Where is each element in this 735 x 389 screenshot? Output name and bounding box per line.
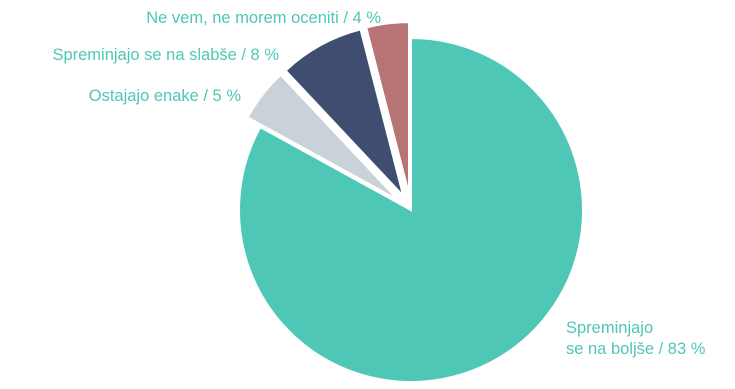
pie-slice-dont-know xyxy=(365,21,410,195)
slice-label-dont-know: Ne vem, ne morem oceniti / 4 % xyxy=(146,8,381,29)
slice-label-dont-know-line-1: Ne vem, ne morem oceniti / 4 % xyxy=(146,9,381,27)
slice-label-worse-line-1: Spreminjajo se na slabše / 8 % xyxy=(52,46,279,64)
pie-slice-worse xyxy=(284,28,405,197)
slice-label-better: Spreminjajo se na boljše / 83 % xyxy=(566,318,705,360)
slice-label-same-line-1: Ostajajo enake / 5 % xyxy=(88,87,241,105)
slice-label-better-line-2: se na boljše / 83 % xyxy=(566,340,706,358)
slice-label-worse: Spreminjajo se na slabše / 8 % xyxy=(52,45,279,66)
slice-label-same: Ostajajo enake / 5 % xyxy=(89,86,241,107)
slice-label-better-line-1: Spreminjajo xyxy=(566,319,654,337)
pie-slice-same xyxy=(246,73,400,202)
pie-slice-better xyxy=(238,36,584,383)
